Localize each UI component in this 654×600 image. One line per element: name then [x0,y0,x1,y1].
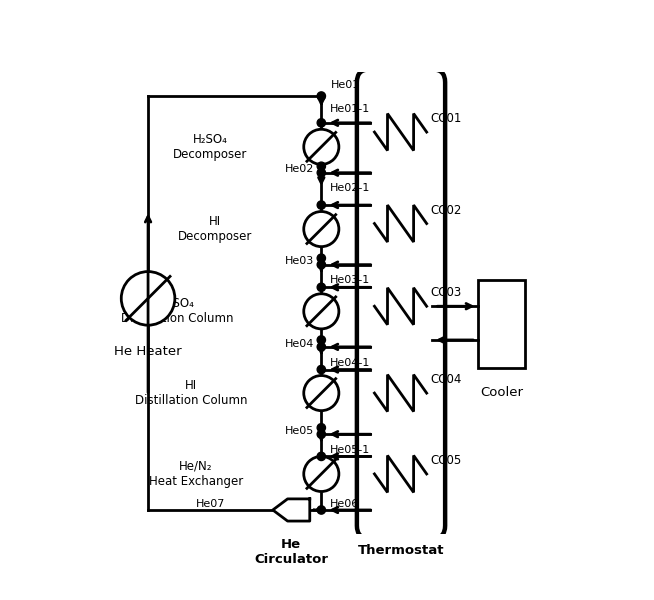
Circle shape [303,212,339,247]
Circle shape [303,129,339,164]
Circle shape [303,376,339,410]
FancyBboxPatch shape [357,69,445,539]
Circle shape [317,365,326,374]
Text: He04-1: He04-1 [330,358,370,368]
Text: HI
Distillation Column: HI Distillation Column [135,379,247,407]
Circle shape [317,430,326,439]
Text: H₂SO₄
Decomposer: H₂SO₄ Decomposer [173,133,247,161]
Circle shape [317,254,326,262]
Circle shape [317,336,326,344]
Circle shape [317,424,326,432]
Text: H₂SO₄
Distillation Column: H₂SO₄ Distillation Column [121,298,233,325]
Circle shape [303,376,339,410]
Circle shape [317,119,326,127]
Text: He03-1: He03-1 [330,275,370,286]
Text: He07: He07 [196,499,225,509]
Text: He01-1: He01-1 [330,104,370,114]
Circle shape [303,212,339,247]
Text: He02: He02 [285,164,315,175]
Circle shape [121,272,175,325]
Circle shape [317,162,326,170]
Circle shape [303,294,339,329]
FancyBboxPatch shape [478,280,525,368]
Text: He
Circulator: He Circulator [254,538,328,566]
Circle shape [303,457,339,491]
Text: CC05: CC05 [430,454,461,467]
Text: He02-1: He02-1 [330,184,370,193]
Text: He01: He01 [330,80,360,91]
Circle shape [317,506,326,514]
Circle shape [317,201,326,209]
Text: He05-1: He05-1 [330,445,370,455]
Text: CC01: CC01 [430,112,461,125]
Polygon shape [273,499,310,521]
Text: HI
Decomposer: HI Decomposer [178,215,252,243]
Circle shape [303,294,339,329]
Text: Thermostat: Thermostat [358,544,444,557]
Text: CC04: CC04 [430,373,461,386]
Text: He03: He03 [285,256,315,266]
Text: CC02: CC02 [430,203,461,217]
Circle shape [317,343,326,351]
Circle shape [317,92,326,100]
Circle shape [317,169,326,177]
Circle shape [317,452,326,461]
Circle shape [317,260,326,269]
Circle shape [303,457,339,491]
Text: He Heater: He Heater [114,344,182,358]
Text: Cooler: Cooler [480,386,523,399]
Circle shape [303,129,339,164]
Text: CC03: CC03 [430,286,461,299]
Circle shape [317,283,326,292]
Text: He06: He06 [330,499,359,509]
Text: He05: He05 [285,426,315,436]
Text: He04: He04 [285,338,315,349]
Text: He/N₂
Heat Exchanger: He/N₂ Heat Exchanger [148,460,243,488]
